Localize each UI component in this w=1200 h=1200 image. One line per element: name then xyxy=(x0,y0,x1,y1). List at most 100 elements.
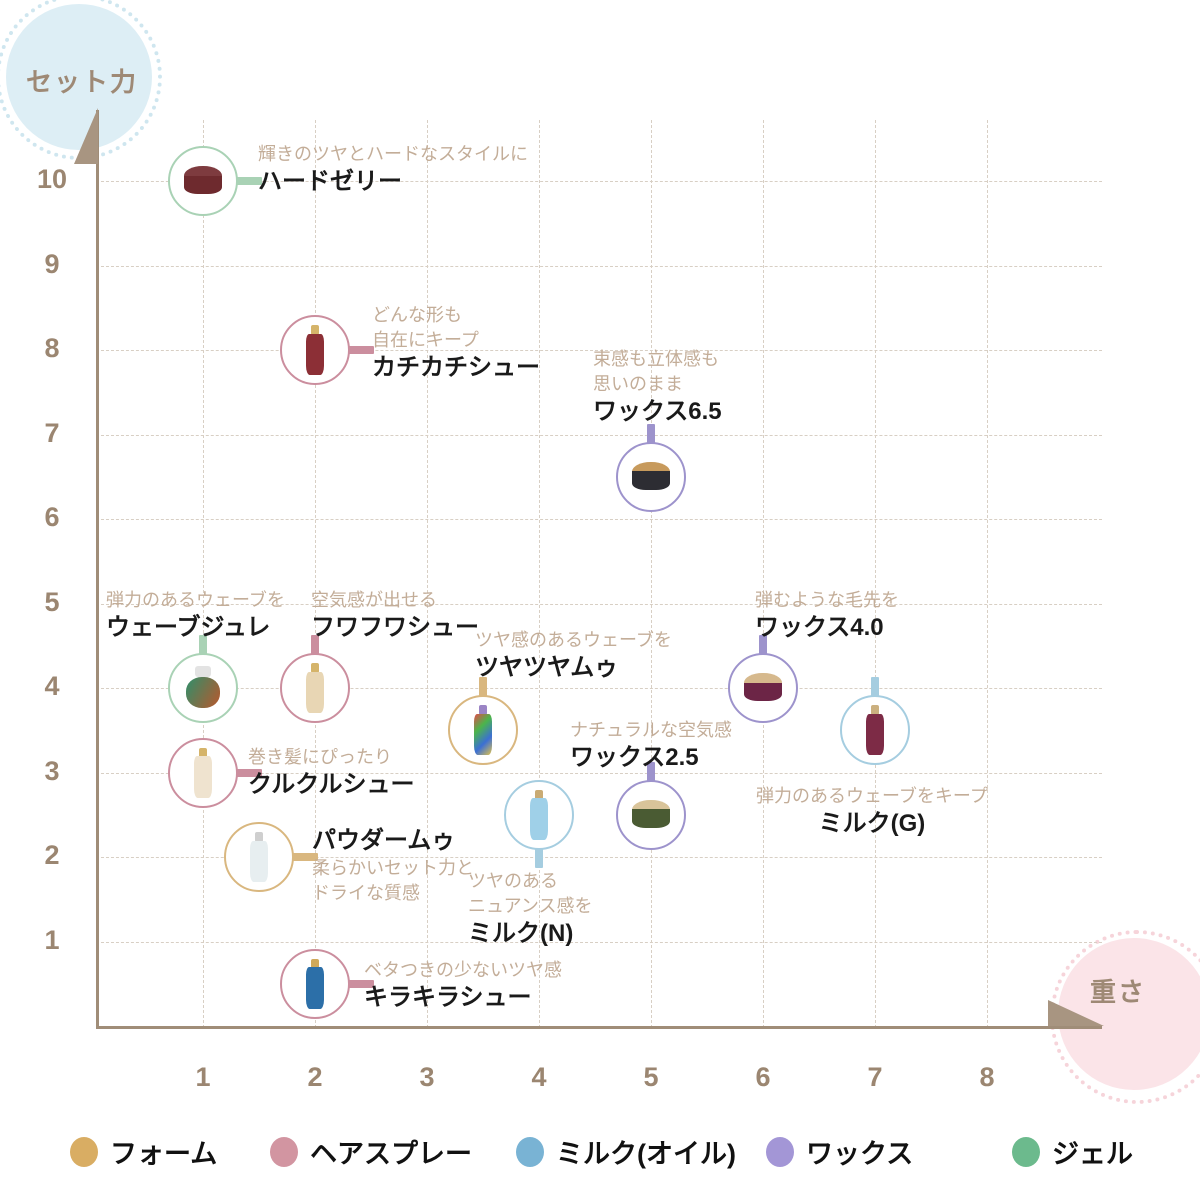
leader-line xyxy=(199,635,207,657)
annotation-sub: ツヤのある xyxy=(468,871,558,891)
annotation-milk-g: 弾力のあるウェーブをキープ ミルク(G) xyxy=(756,784,988,839)
product-marker[interactable] xyxy=(616,441,686,512)
gridline-horizontal xyxy=(96,434,1102,436)
y-axis-label: セット力 xyxy=(26,67,139,97)
legend-item-ミルク(オイル)[interactable]: ミルク(オイル) xyxy=(516,1132,736,1171)
annotation-sub: 束感も立体感も xyxy=(593,349,719,369)
x-tick-6: 6 xyxy=(755,1062,771,1092)
leader-line xyxy=(535,845,543,868)
product-marker[interactable] xyxy=(504,779,574,850)
gridline-vertical xyxy=(203,120,204,1028)
product-image xyxy=(186,666,220,708)
product-marker[interactable] xyxy=(224,822,294,892)
x-axis-line xyxy=(96,1026,1102,1029)
y-tick-10: 10 xyxy=(36,164,68,194)
product-marker[interactable] xyxy=(280,948,350,1019)
legend-color-dot xyxy=(516,1136,544,1167)
gridline-horizontal xyxy=(96,603,1102,605)
annotation-milk-n: ツヤのある ニュアンス感を ミルク(N) xyxy=(468,869,593,949)
product-image xyxy=(184,166,222,196)
annotation-sub: 柔らかいセット力と xyxy=(312,858,474,878)
annotation-name: ハードゼリー xyxy=(258,168,402,195)
y-tick-2: 2 xyxy=(44,840,60,870)
y-tick-3: 3 xyxy=(44,755,60,786)
leader-line xyxy=(759,635,767,657)
annotation-name: ミルク(G) xyxy=(818,810,926,837)
leader-line xyxy=(311,635,319,657)
annotation-name: クルクルシュー xyxy=(248,771,415,798)
legend-item-フォーム[interactable]: フォーム xyxy=(70,1132,217,1171)
x-tick-8: 8 xyxy=(979,1062,995,1092)
y-tick-8: 8 xyxy=(44,333,60,363)
annotation-kirakira: ベタつきの少ないツヤ感 キラキラシュー xyxy=(364,958,562,1013)
annotation-kachikachi: どんな形も 自在にキープ カチカチシュー xyxy=(372,303,540,383)
gridline-horizontal xyxy=(96,772,1102,774)
annotation-wax25: ナチュラルな空気感 ワックス2.5 xyxy=(570,718,732,773)
legend-item-ヘアスプレー[interactable]: ヘアスプレー xyxy=(270,1132,472,1171)
y-tick-5: 5 xyxy=(44,586,60,617)
x-tick-1: 1 xyxy=(195,1062,211,1092)
annotation-name: ツヤツヤムゥ xyxy=(475,654,619,681)
product-marker[interactable] xyxy=(448,695,518,766)
annotation-name: フワフワシュー xyxy=(311,614,479,641)
annotation-sub: ドライな質感 xyxy=(312,883,420,903)
gridline-horizontal xyxy=(96,857,1102,858)
x-axis-label: 重さ xyxy=(1090,977,1147,1007)
product-image xyxy=(305,958,325,1009)
product-image xyxy=(865,705,885,756)
legend-color-dot xyxy=(70,1136,98,1167)
product-marker[interactable] xyxy=(616,779,686,850)
legend-item-ジェル[interactable]: ジェル xyxy=(1012,1132,1133,1171)
legend-item-ワックス[interactable]: ワックス xyxy=(766,1132,913,1171)
product-marker[interactable] xyxy=(280,315,350,385)
annotation-name: ワックス2.5 xyxy=(570,744,699,771)
gridline-vertical xyxy=(651,120,652,1028)
product-marker[interactable] xyxy=(168,653,238,723)
gridline-horizontal xyxy=(96,941,1102,943)
annotation-sub: 輝きのツヤとハードなスタイルに xyxy=(258,144,528,164)
gridline-vertical xyxy=(987,120,988,1028)
gridline-horizontal xyxy=(96,350,1102,351)
product-marker[interactable] xyxy=(280,653,350,723)
product-image xyxy=(305,325,325,375)
gridline-vertical xyxy=(427,120,428,1028)
leader-line xyxy=(348,979,374,988)
product-image xyxy=(632,799,670,830)
x-axis-arrow-icon xyxy=(1048,1000,1104,1026)
gridline-vertical xyxy=(539,120,540,1028)
leader-line xyxy=(292,853,318,861)
product-marker[interactable] xyxy=(168,146,238,216)
annotation-name: カチカチシュー xyxy=(372,354,540,381)
x-tick-7: 7 xyxy=(867,1062,883,1092)
legend: フォーム ヘアスプレー ミルク(オイル) ワックス ジェル xyxy=(0,1118,1200,1182)
y-axis-line xyxy=(96,110,99,1028)
annotation-name: ウェーブジュレ xyxy=(106,614,271,641)
annotation-wax65: 束感も立体感も 思いのまま ワックス6.5 xyxy=(593,347,722,427)
product-image xyxy=(249,832,269,882)
gridline-horizontal xyxy=(96,181,1102,182)
product-marker[interactable] xyxy=(728,653,798,723)
annotation-powder-mu: パウダームゥ 柔らかいセット力と ドライな質感 xyxy=(312,826,474,906)
legend-label: ワックス xyxy=(806,1139,914,1169)
annotation-kurukuru: 巻き髪にぴったり クルクルシュー xyxy=(248,745,415,800)
annotation-sub: どんな形も xyxy=(372,305,462,325)
product-image xyxy=(744,673,782,703)
legend-color-dot xyxy=(270,1136,298,1167)
x-tick-3: 3 xyxy=(419,1062,435,1092)
product-image xyxy=(193,747,213,798)
y-tick-4: 4 xyxy=(44,671,60,701)
annotation-fuwafuwa: 空気感が出せる フワフワシュー xyxy=(311,588,479,643)
legend-label: ミルク(オイル) xyxy=(556,1139,736,1169)
y-tick-7: 7 xyxy=(44,417,60,448)
y-axis-arrow-icon xyxy=(74,108,98,164)
y-tick-9: 9 xyxy=(44,248,60,279)
product-marker[interactable] xyxy=(168,737,238,808)
annotation-sub: 思いのまま xyxy=(593,374,683,394)
annotation-wave-jure: 弾力のあるウェーブを ウェーブジュレ xyxy=(106,588,285,643)
product-marker[interactable] xyxy=(840,695,910,766)
leader-line xyxy=(647,423,655,446)
gridline-vertical xyxy=(875,120,876,1028)
product-image xyxy=(529,789,549,840)
leader-line xyxy=(871,677,879,700)
